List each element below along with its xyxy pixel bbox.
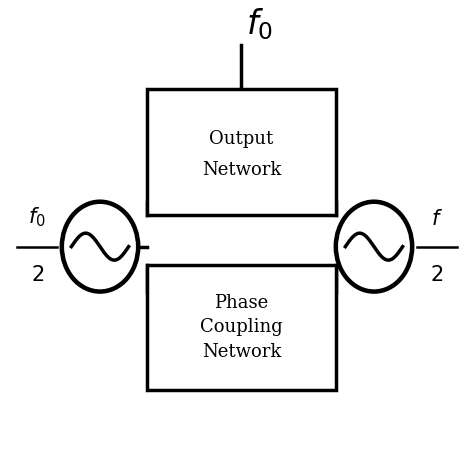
Bar <box>147 264 336 391</box>
Ellipse shape <box>336 202 412 292</box>
Text: $2$: $2$ <box>430 264 444 284</box>
Text: $\mathit{f}_0$: $\mathit{f}_0$ <box>246 7 273 42</box>
Ellipse shape <box>62 202 138 292</box>
Text: $\mathit{f}$: $\mathit{f}$ <box>431 209 443 228</box>
Text: Network: Network <box>202 343 281 361</box>
Text: $2$: $2$ <box>30 264 44 284</box>
Text: Network: Network <box>202 161 281 179</box>
Text: $\mathit{f}_0$: $\mathit{f}_0$ <box>28 205 46 228</box>
Text: Phase: Phase <box>214 294 269 312</box>
Bar <box>147 90 336 215</box>
Text: Output: Output <box>210 130 273 148</box>
Text: Coupling: Coupling <box>200 319 283 337</box>
